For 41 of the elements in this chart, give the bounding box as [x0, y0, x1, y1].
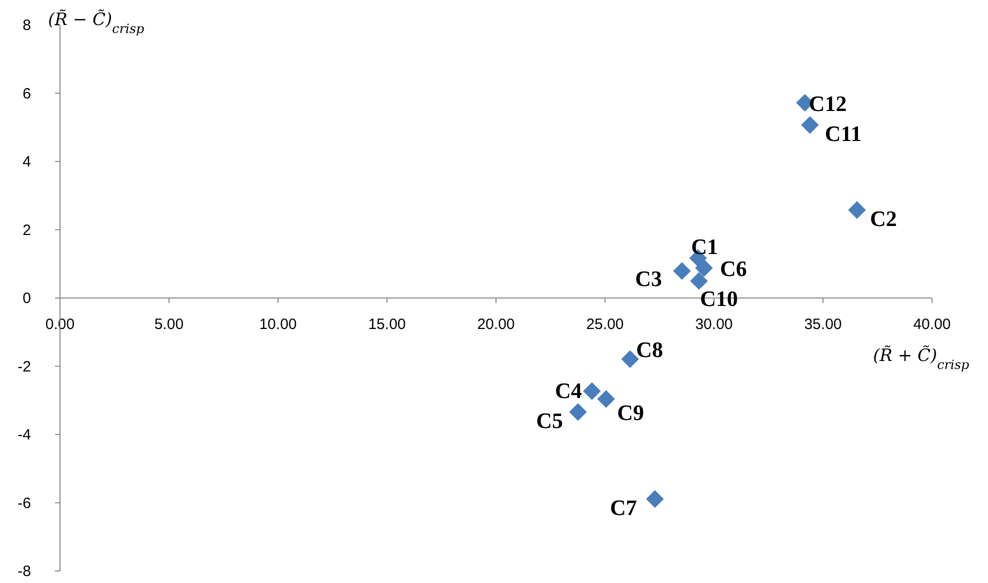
x-tick-label: 5.00 — [154, 316, 184, 333]
y-tick-label: 8 — [22, 17, 31, 34]
annotation: C7 — [610, 494, 637, 520]
x-tick-label: 30.00 — [695, 316, 733, 333]
y-tick-label: 4 — [22, 154, 31, 170]
annotation: C10 — [700, 286, 738, 311]
x-tick-label: 35.00 — [804, 316, 842, 333]
annotation: C12 — [808, 90, 847, 116]
x-tick-label: 15.00 — [368, 316, 406, 333]
annotation: C3 — [635, 266, 662, 292]
point — [597, 390, 615, 408]
point — [690, 272, 708, 290]
point — [695, 259, 713, 277]
x-tick-label: 40.00 — [913, 316, 951, 333]
annotation: C2 — [870, 206, 897, 231]
x-tick-label: 25.00 — [586, 316, 624, 333]
point — [848, 201, 866, 219]
annotation: C1 — [691, 234, 718, 260]
x-tick-label: 20.00 — [477, 316, 515, 333]
y-tick-label: -4 — [18, 426, 31, 444]
x-axis-title: (R̃ + C̃)$_{crisp}$ — [873, 344, 970, 372]
annotation: C5 — [536, 408, 563, 433]
y-axis-title: (R̃ − C̃)$_{crisp}$ — [48, 8, 144, 36]
point — [569, 403, 587, 421]
x-tick-label: 10.00 — [259, 316, 297, 333]
annotation: C6 — [720, 256, 747, 281]
y-tick-label: 6 — [22, 85, 31, 102]
y-tick-label: -8 — [18, 563, 31, 580]
point — [646, 490, 664, 508]
point — [673, 262, 691, 280]
y-tick-label: -6 — [18, 494, 31, 512]
annotation: C9 — [617, 400, 644, 426]
annotation: C8 — [636, 337, 663, 362]
annotation: C11 — [824, 120, 862, 146]
annotation: C4 — [555, 378, 582, 404]
y-tick-label: 0 — [22, 290, 31, 307]
point — [621, 350, 639, 368]
y-tick-label: -2 — [18, 358, 31, 376]
y-tick-label: 2 — [22, 222, 31, 239]
point — [583, 382, 601, 400]
point — [801, 116, 819, 134]
